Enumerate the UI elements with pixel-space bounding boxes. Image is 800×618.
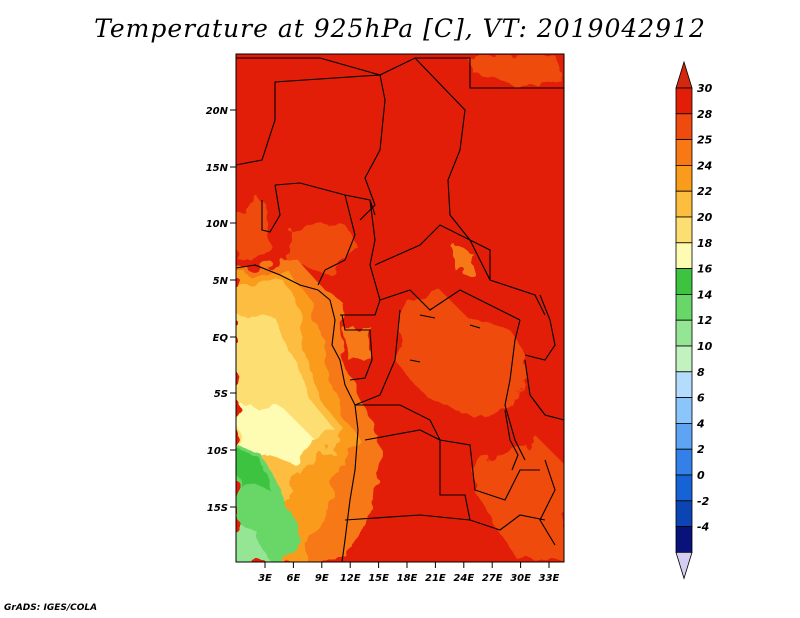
field-16 (236, 448, 270, 490)
border-tanzania (524, 359, 564, 421)
rivers (409, 314, 481, 363)
colorbar-label: 4 (696, 417, 705, 430)
grads-credit: GrADS: IGES/COLA (4, 603, 98, 613)
field-25-gabon (345, 325, 372, 362)
colorbar-swatch (675, 293, 693, 321)
border-congo-drc (354, 309, 401, 406)
colorbar-swatch (675, 139, 693, 166)
latitude-axis: 20N 15N 10N 5N EQ 5S 10S 15S (206, 106, 236, 514)
colorbar-label: 30 (697, 82, 713, 95)
colorbar-swatch (675, 216, 693, 244)
colorbar-label: 10 (697, 340, 713, 353)
lon-label: 6E (287, 573, 301, 584)
border-angola-zambia (364, 429, 471, 521)
colorbar-label: 2 (697, 443, 705, 456)
border-car-drc (379, 289, 521, 321)
colorbar-label: 14 (697, 288, 712, 301)
colorbar-label: 20 (697, 211, 713, 224)
colorbar-swatch (675, 87, 693, 115)
border-cameroon-car (340, 199, 381, 316)
border-drc-east (504, 319, 526, 461)
border-benin (261, 184, 281, 233)
temperature-field (236, 54, 564, 562)
border-uganda (524, 294, 556, 361)
colorbar-swatch (675, 242, 693, 270)
field-12 (236, 520, 270, 562)
border-car-north (374, 224, 546, 316)
colorbar-swatch (675, 319, 693, 347)
colorbar-label: 0 (697, 469, 705, 482)
border-namibia (344, 514, 546, 531)
map-frame (235, 53, 565, 563)
lon-label: 33E (539, 573, 560, 584)
colorbar-label: 28 (697, 108, 713, 121)
lake-tanganyika (504, 409, 519, 471)
lat-label: EQ (213, 333, 229, 344)
border-niger (236, 74, 386, 221)
field-28-north (470, 55, 560, 85)
lon-label: 27E (482, 573, 503, 584)
map-title: Temperature at 925hPa [C], VT: 201904291… (94, 14, 706, 43)
colorbar-swatch (675, 500, 693, 527)
lon-label: 3E (258, 573, 272, 584)
lat-label: 10S (207, 446, 228, 457)
lat-label: 10N (206, 219, 229, 230)
field-18 (236, 400, 315, 460)
colorbar-swatch (675, 164, 693, 192)
lon-label: 18E (397, 573, 418, 584)
field-25-car (455, 250, 470, 270)
field-28-west (236, 200, 275, 258)
colorbar-swatch (675, 397, 693, 424)
field-28-cameroon (290, 225, 360, 275)
colorbar-swatch (675, 113, 693, 141)
lat-label: 5S (214, 389, 228, 400)
border-angola-drc (355, 404, 540, 501)
colorbar-label: 25 (697, 134, 713, 147)
colorbar-top-triangle (675, 60, 693, 89)
lon-label: 21E (425, 573, 446, 584)
colorbar-label: 22 (697, 185, 713, 198)
lon-label: 9E (315, 573, 329, 584)
field-28-southeast (470, 440, 564, 562)
lon-label: 12E (340, 573, 361, 584)
colorbar-label: 12 (697, 314, 713, 327)
lat-label: 5N (213, 276, 229, 287)
field-28-central (395, 290, 530, 420)
lat-label: 20N (206, 106, 229, 117)
colorbar-label: -4 (697, 521, 709, 534)
colorbar-swatch (675, 268, 693, 295)
colorbar-swatch (675, 422, 693, 450)
lat-label: 15N (206, 163, 229, 174)
lat-label: 15S (207, 503, 228, 514)
colorbar-swatch (675, 526, 693, 553)
colorbar-label: 16 (697, 263, 713, 276)
colorbar-label: 6 (697, 392, 705, 405)
longitude-axis: 3E 6E 9E 12E 15E 18E 21E 24E 27E 30E 33E (258, 562, 560, 584)
colorbar-bottom-triangle (675, 552, 693, 580)
colorbar-label: 8 (697, 366, 705, 379)
lon-label: 30E (510, 573, 531, 584)
coastline-west-africa (236, 264, 331, 301)
border-chad-sudan (414, 57, 491, 280)
colorbar-swatch (675, 190, 693, 218)
colorbar-label: 18 (697, 237, 713, 250)
colorbar-swatch (675, 448, 693, 476)
colorbar-label: -2 (697, 495, 710, 508)
colorbar-label: 24 (697, 159, 712, 172)
border-gabon-congo (341, 314, 373, 381)
colorbar-swatch (675, 371, 693, 398)
colorbar-swatch (675, 474, 693, 502)
coastline-atlantic (329, 299, 359, 562)
country-borders (236, 57, 564, 562)
border-mozambique (539, 459, 556, 546)
border-nigeria-cameroon (317, 194, 356, 286)
lon-label: 15E (368, 573, 389, 584)
lon-label: 24E (453, 573, 474, 584)
colorbar-swatch (675, 345, 693, 373)
